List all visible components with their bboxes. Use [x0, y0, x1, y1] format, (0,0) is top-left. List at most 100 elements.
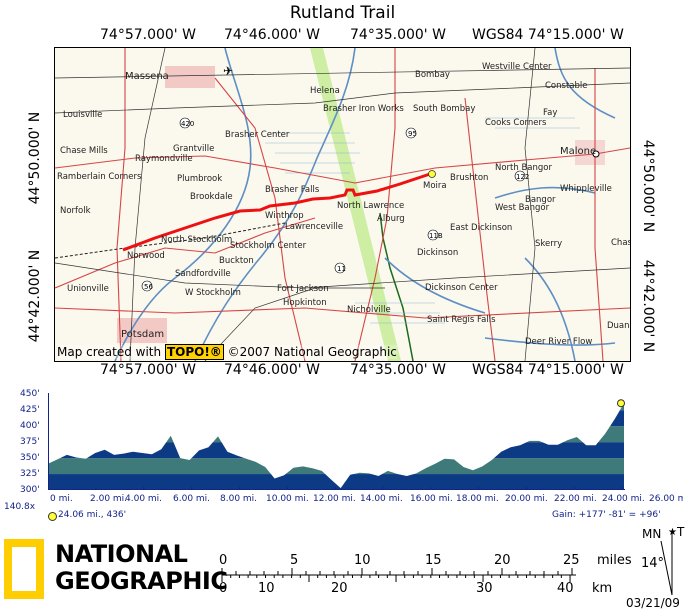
place-norfolk: Norfolk — [60, 206, 91, 216]
bottom-coord-1: 74°57.000' W — [100, 362, 196, 378]
vertical-scale-label: 140.8x — [4, 502, 36, 512]
true-north-label: TN — [677, 525, 685, 539]
y-tick-350: 350' — [20, 453, 40, 463]
svg-text:95: 95 — [408, 130, 417, 138]
place-bombay: Bombay — [415, 70, 450, 80]
mi-tick-5: 5 — [290, 553, 299, 568]
x-tick-6: 6.00 mi. — [173, 494, 211, 504]
ng-yellow-border-logo — [4, 539, 44, 599]
place-fay: Fay — [543, 108, 558, 118]
place-whippleville: Whippleville — [560, 184, 612, 194]
ng-wordmark: NATIONAL GEOGRAPHIC — [55, 540, 228, 595]
svg-text:11: 11 — [337, 265, 346, 273]
place-dickinson: Dickinson — [417, 248, 459, 258]
place-winthrop: Winthrop — [265, 211, 304, 221]
topo-map[interactable]: ✈ 420 95 11 56 122 11B Massena Louisvill… — [54, 47, 631, 362]
place-stockholm-center: Stockholm Center — [230, 241, 307, 251]
km-tick-0: 0 — [219, 581, 228, 596]
place-north-bangor: North Bangor — [495, 163, 552, 173]
place-malone: Malone — [560, 146, 597, 157]
declination-arrow-icon: ★ — [660, 527, 677, 596]
place-moira: Moira — [423, 181, 447, 191]
x-tick-2: 2.00 mi. — [90, 494, 128, 504]
svg-text:✈: ✈ — [223, 64, 233, 78]
place-ramberlain-corners: Ramberlain Corners — [57, 172, 142, 182]
place-skerry: Skerry — [535, 239, 563, 249]
place-hopkinton: Hopkinton — [283, 298, 327, 308]
y-tick-300: 300' — [20, 485, 40, 495]
place-alburg: Alburg — [377, 214, 405, 224]
bottom-coord-2: 74°46.000' W — [224, 362, 320, 378]
miles-label: miles — [597, 553, 632, 568]
km-label: km — [592, 581, 613, 596]
elevation-gain: Gain: +177' -81' = +96' — [552, 510, 661, 520]
top-coord-3: 74°35.000' W — [350, 27, 446, 43]
cursor-marker-icon — [48, 512, 57, 521]
place-norwood: Norwood — [127, 251, 165, 261]
place-cooks-corners: Cooks Corners — [485, 118, 547, 128]
map-date: 03/21/09 — [626, 596, 680, 610]
credit-suffix: ©2007 National Geographic — [227, 345, 397, 359]
place-west-bangor: West Bangor — [495, 203, 550, 213]
bottom-coord-4: WGS84 74°15.000' W — [472, 362, 624, 378]
place-plumbrook: Plumbrook — [177, 174, 223, 184]
x-tick-0: 0 mi. — [50, 494, 73, 504]
place-unionville: Unionville — [67, 284, 109, 294]
x-tick-10: 10.00 mi. — [266, 494, 309, 504]
km-tick-40: 40 — [557, 581, 574, 596]
place-lawrenceville: Lawrenceville — [285, 222, 344, 232]
mi-tick-0: 0 — [219, 553, 228, 568]
place-buckton: Buckton — [219, 256, 254, 266]
x-tick-12: 12.00 mi. — [313, 494, 356, 504]
svg-text:122: 122 — [516, 173, 529, 181]
scale-bar-ruler — [221, 568, 576, 582]
place-south-bombay: South Bombay — [413, 104, 476, 114]
place-brasher-falls: Brasher Falls — [265, 185, 320, 195]
x-tick-24: 24.00 mi. — [602, 494, 645, 504]
place-louisville: Louisville — [63, 110, 103, 120]
place-north-lawrence: North Lawrence — [337, 201, 405, 211]
topo-brand: TOPO!® — [164, 344, 224, 360]
top-coord-4: WGS84 74°15.000' W — [472, 27, 624, 43]
y-tick-375: 375' — [20, 437, 40, 447]
place-w-stockholm: W Stockholm — [185, 288, 241, 298]
km-tick-30: 30 — [476, 581, 493, 596]
y-tick-450: 450' — [20, 389, 40, 399]
km-tick-20: 20 — [331, 581, 348, 596]
place-brookdale: Brookdale — [190, 192, 233, 202]
top-coord-1: 74°57.000' W — [100, 27, 196, 43]
left-coord-2: 44°42.000' N — [27, 249, 43, 343]
x-tick-20: 20.00 mi. — [505, 494, 548, 504]
place-brasher-iron-works: Brasher Iron Works — [323, 104, 404, 114]
map-title: Rutland Trail — [289, 3, 396, 23]
y-tick-425: 425' — [20, 405, 40, 415]
ng-wordmark-line1: NATIONAL — [55, 540, 188, 568]
right-coord-1: 44°50.000' N — [640, 139, 656, 233]
top-coord-2: 74°46.000' W — [224, 27, 320, 43]
magnetic-north-label: MN — [642, 527, 662, 541]
place-potsdam: Potsdam — [121, 329, 165, 340]
ng-wordmark-line2: GEOGRAPHIC — [55, 567, 228, 595]
place-sandfordville: Sandfordville — [175, 269, 231, 279]
place-bangor: Bangor — [525, 195, 556, 205]
place-massena: Massena — [125, 71, 169, 82]
place-nicholville: Nicholville — [347, 305, 391, 315]
mi-tick-10: 10 — [354, 553, 371, 568]
mi-tick-15: 15 — [425, 553, 442, 568]
y-tick-325: 325' — [20, 469, 40, 479]
place-westville-center: Westville Center — [482, 62, 552, 72]
place-chase-mills: Chase Mills — [60, 146, 108, 156]
km-tick-10: 10 — [258, 581, 275, 596]
place-grantville: Grantville — [173, 144, 215, 154]
place-deer-river-flow: Deer River Flow — [525, 337, 593, 347]
place-raymondville: Raymondville — [135, 154, 193, 164]
place-dickinson-center: Dickinson Center — [425, 283, 498, 293]
place-north-stockholm: North Stockholm — [161, 235, 233, 245]
elevation-profile[interactable] — [48, 393, 628, 493]
svg-text:11B: 11B — [429, 232, 443, 240]
declination-value: 14° — [641, 556, 665, 571]
x-tick-18: 18.00 mi. — [456, 494, 499, 504]
x-tick-26: 26.00 mi. — [649, 494, 683, 504]
x-tick-8: 8.00 mi. — [220, 494, 258, 504]
place-constable: Constable — [545, 81, 588, 91]
